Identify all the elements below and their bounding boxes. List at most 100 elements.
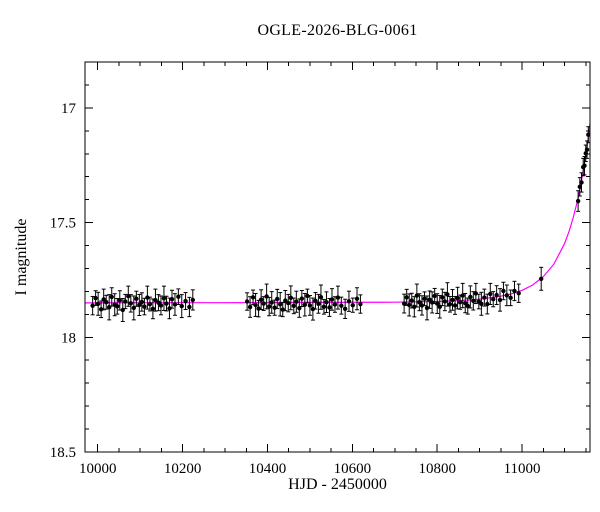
data-point <box>497 297 503 303</box>
data-point <box>582 163 587 168</box>
data-point <box>313 298 318 304</box>
data-point <box>435 301 440 306</box>
x-tick-label: 11000 <box>504 461 541 477</box>
data-point <box>128 301 134 306</box>
data-point <box>288 295 294 301</box>
x-tick-label: 10400 <box>249 461 287 477</box>
x-tick-label: 10000 <box>79 461 117 477</box>
data-point <box>264 294 269 299</box>
data-point <box>422 296 427 301</box>
x-tick-label: 10200 <box>164 461 202 477</box>
data-point <box>164 301 169 306</box>
data-point <box>468 294 473 300</box>
data-point <box>104 299 109 305</box>
data-point <box>440 295 445 300</box>
data-point <box>445 292 450 297</box>
data-point <box>297 305 302 311</box>
data-point <box>172 302 178 307</box>
data-point <box>253 302 258 308</box>
data-point <box>117 298 122 303</box>
data-point <box>153 297 158 303</box>
data-point <box>329 297 335 302</box>
data-point <box>250 295 256 300</box>
y-tick-label: 17 <box>61 101 77 117</box>
data-point <box>278 302 283 307</box>
data-point <box>179 303 184 309</box>
data-point <box>419 303 425 308</box>
plot-frame <box>84 61 591 453</box>
chart-title: OGLE-2026-BLG-0061 <box>257 22 418 39</box>
data-point <box>504 293 510 298</box>
data-point <box>512 288 517 294</box>
data-point <box>339 303 344 308</box>
data-point <box>176 294 181 299</box>
data-point <box>258 297 264 302</box>
data-point <box>586 132 591 137</box>
data-point <box>321 304 327 309</box>
data-point <box>508 295 513 301</box>
data-point <box>318 294 324 300</box>
data-point <box>269 300 274 305</box>
data-point <box>134 296 139 301</box>
data-point <box>471 298 476 304</box>
data-point <box>147 301 153 307</box>
data-point <box>183 298 188 304</box>
data-point <box>90 303 95 308</box>
data-point <box>302 302 308 307</box>
data-point <box>266 304 272 309</box>
data-point <box>324 299 329 305</box>
data-point <box>450 297 455 303</box>
y-tick-label: 17.5 <box>50 216 76 232</box>
data-point <box>575 198 581 204</box>
data-point <box>473 291 479 296</box>
data-point <box>414 293 420 298</box>
data-point <box>299 296 305 301</box>
data-point <box>307 303 313 308</box>
y-tick-label: 18.5 <box>50 445 76 461</box>
data-point <box>167 306 172 311</box>
data-point <box>538 276 544 281</box>
data-point <box>109 294 114 300</box>
data-point <box>247 304 253 310</box>
data-point <box>409 298 414 303</box>
data-point <box>145 295 150 300</box>
data-point <box>169 297 175 302</box>
x-tick-label: 10600 <box>334 461 372 477</box>
data-point <box>190 297 195 303</box>
data-point <box>501 288 506 294</box>
data-point <box>272 305 277 310</box>
data-point <box>516 291 521 296</box>
data-point <box>335 295 341 300</box>
data-point <box>126 294 131 299</box>
data-point <box>123 299 128 304</box>
data-point <box>485 301 490 307</box>
data-point <box>131 305 137 311</box>
data-point <box>491 297 496 302</box>
data-point <box>142 304 147 309</box>
data-point <box>354 296 360 301</box>
data-point <box>346 299 352 304</box>
data-point <box>291 303 296 309</box>
data-point <box>494 292 499 298</box>
data-point <box>158 303 164 308</box>
data-point <box>584 147 590 152</box>
data-point <box>310 306 316 312</box>
model-curve <box>84 123 591 304</box>
data-point <box>442 299 448 304</box>
data-point <box>432 293 437 299</box>
data-point <box>283 298 288 303</box>
y-tick-label: 18 <box>61 330 76 346</box>
data-point <box>93 295 98 301</box>
data-point <box>465 303 470 309</box>
data-point <box>417 299 422 305</box>
data-point <box>452 303 458 308</box>
x-tick-label: 10800 <box>418 461 456 477</box>
data-point <box>404 295 409 300</box>
data-point <box>95 301 101 306</box>
data-point <box>115 304 120 309</box>
data-point <box>316 301 321 306</box>
data-point <box>342 306 348 312</box>
data-point <box>401 301 407 306</box>
